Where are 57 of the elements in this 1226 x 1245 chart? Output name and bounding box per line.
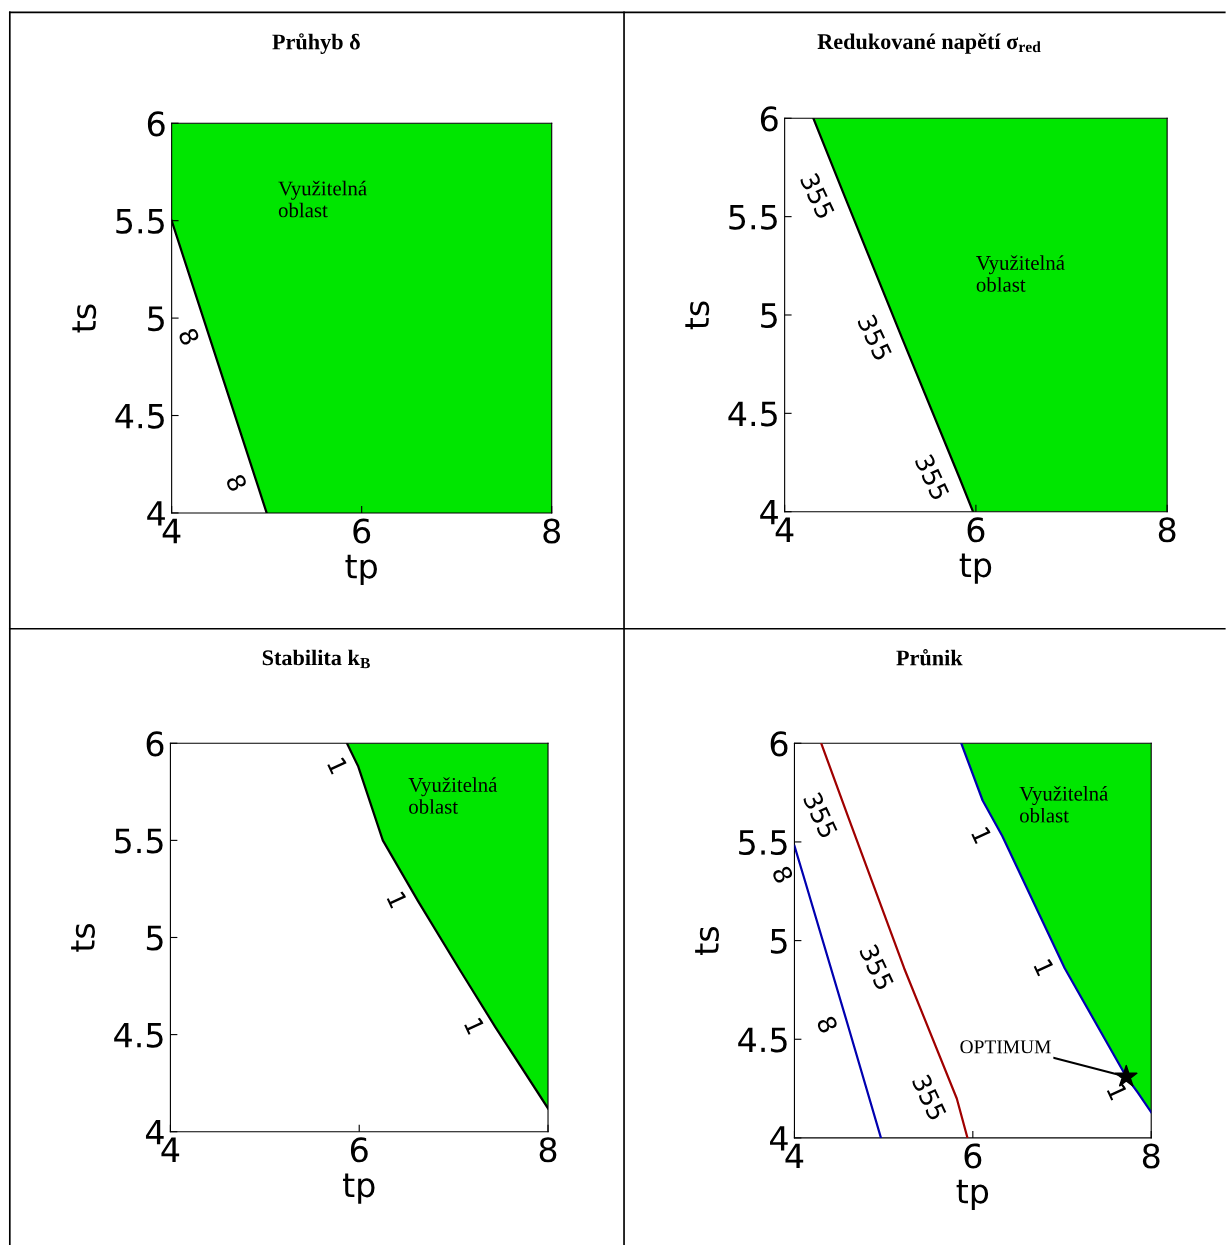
y-tick-label: 5 (761, 303, 777, 329)
x-tick-label: 8 (1142, 1143, 1160, 1169)
y-tick-label: 6 (147, 111, 165, 137)
annotation: 355 (911, 1073, 948, 1122)
y-tick-label: 5 (146, 925, 163, 951)
x-axis-title: tp (345, 554, 377, 586)
annotation: 355 (858, 943, 895, 991)
y-tick-label: 6 (760, 106, 778, 132)
annotation: Využitelná oblast (408, 777, 498, 814)
x-axis-title: tp (956, 1179, 989, 1211)
x-tick-label: 8 (543, 518, 561, 544)
annotation: 1 (386, 891, 408, 909)
annotation: 1 (327, 757, 349, 775)
annotation: Využitelná oblast (278, 180, 367, 218)
annotation: Využitelná oblast (976, 255, 1065, 292)
x-tick-label: 6 (964, 1143, 982, 1169)
x-tick-label: 8 (539, 1137, 557, 1163)
annotation: 1 (464, 1017, 486, 1035)
x-tick-label: 6 (967, 517, 985, 543)
chart-title: Průnik (896, 649, 963, 666)
y-axis-title: ts (72, 304, 97, 333)
x-tick-label: 6 (350, 1137, 368, 1163)
annotation: 355 (857, 313, 893, 362)
y-tick-label: 4.5 (738, 1027, 787, 1053)
annotation: 355 (799, 172, 836, 220)
y-tick-label: 6 (770, 731, 788, 757)
y-tick-label: 5.5 (729, 204, 777, 230)
y-tick-label: 4.5 (728, 401, 777, 427)
y-tick-label: 4.5 (115, 403, 164, 429)
y-tick-label: 5.5 (115, 828, 163, 854)
annotation: 355 (914, 453, 950, 501)
y-tick-label: 5.5 (116, 209, 164, 234)
annotation: 1 (1106, 1083, 1128, 1101)
y-axis-title: ts (695, 927, 720, 955)
y-axis-title: ts (685, 301, 710, 330)
annotation: 1 (971, 826, 993, 845)
annotation: 8 (225, 473, 248, 493)
annotation: 8 (771, 864, 794, 885)
y-tick-label: 5.5 (739, 830, 787, 856)
y-tick-label: 4.5 (114, 1022, 163, 1048)
annotation: Využitelná oblast (1019, 786, 1109, 823)
y-tick-label: 6 (146, 731, 164, 757)
chart-title: Průhyb δ (272, 33, 360, 55)
x-axis-title: tp (959, 553, 992, 584)
annotation: 8 (816, 1014, 839, 1035)
annotation: OPTIMUM (960, 1040, 1051, 1054)
y-tick-label: 5 (770, 928, 787, 954)
chart-title: Stabilita k$_{B}$ (262, 649, 370, 669)
x-tick-label: 6 (353, 518, 371, 544)
x-axis-title: tp (343, 1173, 375, 1204)
annotation: 8 (177, 326, 201, 347)
y-tick-label: 5 (148, 306, 164, 332)
chart-title: Redukované napětí σ$_{red}$ (817, 33, 1041, 54)
annotation: 1 (1033, 958, 1055, 977)
annotation: 355 (802, 791, 839, 839)
x-tick-label: 8 (1158, 517, 1176, 543)
y-axis-title: ts (71, 923, 95, 952)
